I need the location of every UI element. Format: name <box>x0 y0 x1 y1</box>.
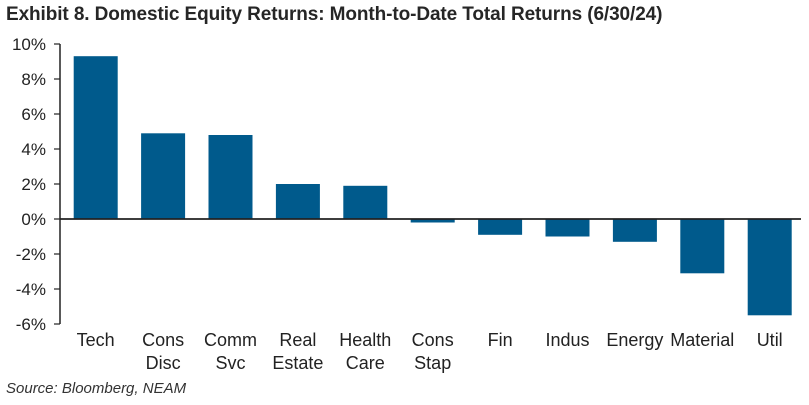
y-tick-label: 10% <box>12 35 46 54</box>
bar-health-care <box>343 185 388 220</box>
source-note: Source: Bloomberg, NEAM <box>6 380 187 397</box>
y-tick-label: -6% <box>16 315 46 334</box>
bar-cons-stap <box>410 219 455 223</box>
bar-indus <box>545 219 590 237</box>
category-label: Disc <box>146 353 181 373</box>
category-label: Indus <box>545 330 589 350</box>
category-label: Cons <box>142 330 184 350</box>
y-axis-ticks: 10% 8% 6% 4% 2% 0% -2% -4% -6% <box>12 35 60 334</box>
category-label: Fin <box>488 330 513 350</box>
category-label: Cons <box>412 330 454 350</box>
category-label: Estate <box>272 353 323 373</box>
category-label: Comm <box>204 330 257 350</box>
category-label: Real <box>279 330 316 350</box>
y-tick-label: 0% <box>21 210 46 229</box>
bar-comm-svc <box>208 135 253 219</box>
category-label: Util <box>757 330 783 350</box>
category-label: Care <box>346 353 385 373</box>
category-label: Material <box>670 330 734 350</box>
y-tick-label: 8% <box>21 70 46 89</box>
category-label: Tech <box>77 330 115 350</box>
bars-group <box>73 56 792 316</box>
bar-cons-disc <box>141 133 186 220</box>
y-tick-label: -2% <box>16 245 46 264</box>
category-label: Energy <box>606 330 663 350</box>
x-axis-labels: Tech Cons Disc Comm Svc Real Estate Health Care C… <box>77 330 783 373</box>
y-tick-label: -4% <box>16 280 46 299</box>
y-tick-label: 4% <box>21 140 46 159</box>
bar-energy <box>612 219 657 242</box>
y-tick-label: 6% <box>21 105 46 124</box>
bar-util <box>747 219 792 316</box>
category-label: Health <box>339 330 391 350</box>
category-label: Svc <box>215 353 245 373</box>
y-tick-label: 2% <box>21 175 46 194</box>
bar-tech <box>73 56 118 220</box>
bar-material <box>680 219 725 274</box>
bar-real-estate <box>275 184 320 219</box>
chart-title: Exhibit 8. Domestic Equity Returns: Mont… <box>6 4 663 25</box>
bar-fin <box>478 219 523 235</box>
category-label: Stap <box>414 353 451 373</box>
